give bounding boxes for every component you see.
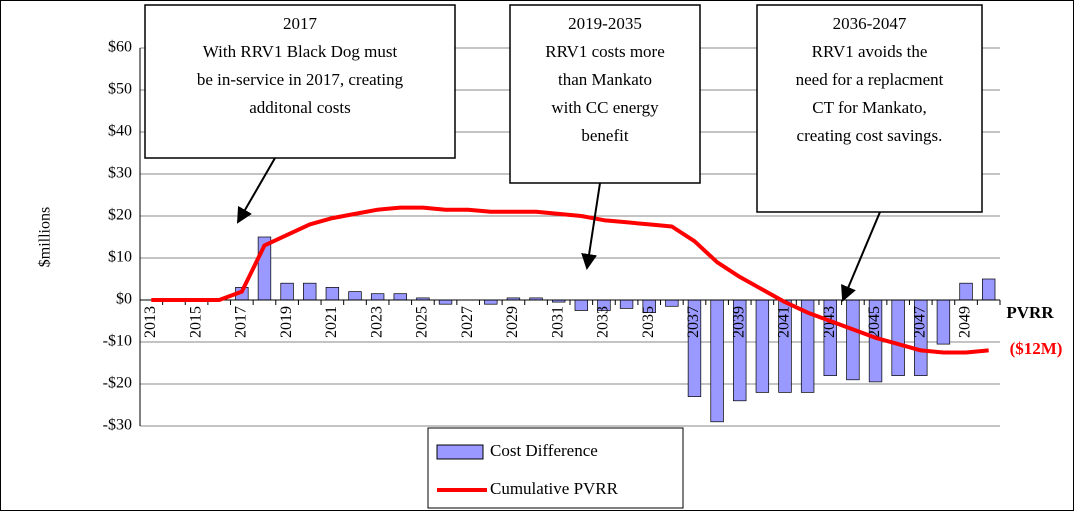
annotation-text: be in-service in 2017, creating bbox=[197, 70, 404, 89]
bar bbox=[959, 282, 973, 301]
annotation-arrow bbox=[841, 211, 881, 302]
legend-label: Cumulative PVRR bbox=[490, 479, 619, 498]
x-tick-label: 2039 bbox=[730, 306, 747, 338]
annotation-text: creating cost savings. bbox=[797, 126, 943, 145]
bar bbox=[370, 293, 385, 301]
y-tick-label: $50 bbox=[108, 81, 132, 98]
x-tick-label: 2027 bbox=[459, 306, 476, 338]
x-tick-label: 2047 bbox=[911, 306, 928, 338]
annotation-text: 2036-2047 bbox=[833, 14, 907, 33]
annotation-text: RRV1 avoids the bbox=[812, 42, 928, 61]
annotation-text: RRV1 costs more bbox=[545, 42, 665, 61]
bar bbox=[303, 282, 317, 301]
end-label: PVRR bbox=[1006, 303, 1054, 322]
bar bbox=[280, 282, 294, 301]
x-tick-label: 2029 bbox=[504, 306, 521, 338]
y-tick-label: $20 bbox=[108, 207, 132, 224]
x-tick-label: 2025 bbox=[414, 306, 431, 338]
annotation-box bbox=[144, 4, 456, 159]
annotation-text: than Mankato bbox=[558, 70, 652, 89]
x-tick-label: 2049 bbox=[957, 306, 974, 338]
bar bbox=[665, 299, 679, 307]
bar bbox=[393, 293, 407, 301]
x-tick-label: 2013 bbox=[142, 306, 159, 338]
y-tick-label: $40 bbox=[108, 123, 132, 140]
x-tick-label: 2041 bbox=[776, 306, 793, 338]
bar bbox=[936, 299, 951, 345]
legend-label: Cost Difference bbox=[490, 441, 598, 460]
bar bbox=[438, 299, 453, 305]
bar bbox=[619, 299, 634, 309]
x-tick-label: 2023 bbox=[368, 306, 385, 338]
bar bbox=[981, 278, 996, 301]
x-tick-label: 2019 bbox=[278, 306, 295, 338]
end-value-label: ($12M) bbox=[1010, 339, 1063, 358]
annotation-text: 2017 bbox=[283, 14, 318, 33]
annotation-text: with CC energy bbox=[551, 98, 659, 117]
x-tick-label: 2037 bbox=[685, 306, 702, 338]
x-tick-label: 2015 bbox=[187, 306, 204, 338]
y-tick-label: -$20 bbox=[103, 375, 132, 392]
bar bbox=[348, 291, 362, 301]
x-tick-label: 2033 bbox=[595, 306, 612, 338]
y-axis-label: $millions bbox=[37, 207, 54, 267]
y-tick-label: $30 bbox=[108, 165, 132, 182]
y-tick-label: $10 bbox=[108, 249, 132, 266]
annotation-text: With RRV1 Black Dog must bbox=[203, 42, 398, 61]
annotation-text: additonal costs bbox=[249, 98, 351, 117]
bar bbox=[755, 299, 770, 393]
annotation-box bbox=[509, 4, 701, 184]
bar bbox=[846, 299, 860, 381]
legend-swatch bbox=[436, 444, 484, 460]
annotation-arrow bbox=[581, 182, 601, 270]
y-tick-label: $0 bbox=[116, 291, 132, 308]
x-tick-label: 2045 bbox=[866, 306, 883, 338]
y-tick-label: -$30 bbox=[103, 417, 132, 434]
y-tick-label: $60 bbox=[108, 39, 132, 56]
x-tick-label: 2017 bbox=[233, 306, 250, 338]
annotation-text: CT for Mankato, bbox=[812, 98, 926, 117]
bar bbox=[574, 299, 589, 311]
x-tick-label: 2031 bbox=[549, 306, 566, 338]
annotation-text: 2019-2035 bbox=[568, 14, 642, 33]
x-tick-label: 2021 bbox=[323, 306, 340, 338]
annotation-text: need for a replacment bbox=[796, 70, 944, 89]
line bbox=[151, 205, 989, 355]
bar bbox=[484, 299, 498, 305]
annotation-arrow bbox=[236, 157, 276, 224]
annotation-text: benefit bbox=[581, 126, 628, 145]
legend bbox=[427, 427, 684, 509]
bar bbox=[891, 299, 905, 376]
x-tick-label: 2035 bbox=[640, 306, 657, 338]
bar bbox=[325, 287, 340, 301]
bar bbox=[710, 299, 724, 423]
annotation-box bbox=[756, 4, 983, 213]
y-tick-label: -$10 bbox=[103, 333, 132, 350]
